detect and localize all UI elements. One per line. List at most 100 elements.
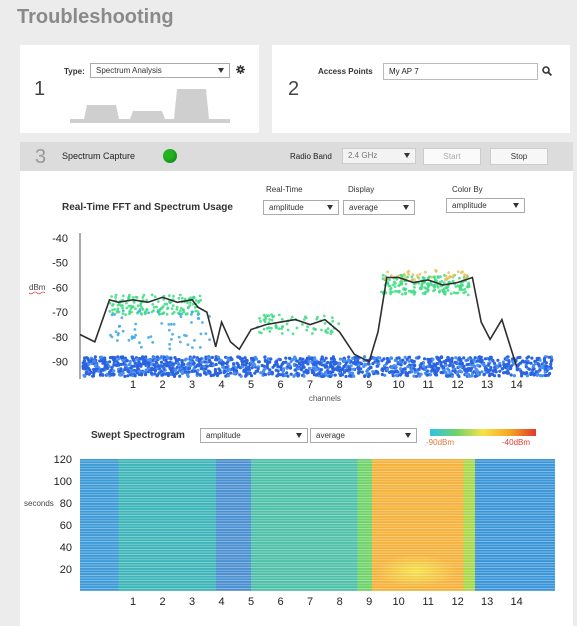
data-point	[363, 362, 367, 366]
data-point	[172, 294, 175, 298]
data-point	[431, 357, 435, 361]
data-point	[150, 371, 154, 375]
data-point	[367, 373, 371, 377]
data-point	[415, 274, 419, 277]
data-point	[447, 271, 451, 275]
data-point	[253, 363, 257, 367]
data-point	[352, 374, 356, 378]
data-point	[525, 356, 529, 360]
data-point	[392, 364, 396, 368]
data-point	[121, 306, 124, 310]
x-tick-label: 4	[219, 596, 225, 608]
data-point	[319, 368, 323, 372]
data-point	[135, 371, 139, 375]
data-point	[147, 363, 151, 367]
data-point	[315, 361, 319, 365]
x-tick-label: 9	[366, 379, 372, 391]
data-point	[464, 290, 467, 294]
data-point	[451, 279, 455, 283]
data-point	[547, 367, 551, 371]
search-icon[interactable]	[542, 66, 552, 76]
data-point	[336, 366, 340, 370]
data-point	[520, 374, 524, 378]
data-point	[258, 317, 261, 320]
data-point	[298, 357, 302, 361]
data-point	[133, 374, 137, 378]
data-point	[353, 355, 357, 359]
data-point	[478, 356, 482, 360]
stop-button[interactable]: Stop	[490, 148, 548, 165]
color-scale-min-label: -90dBm	[426, 438, 455, 447]
data-point	[196, 310, 200, 314]
data-point	[218, 370, 222, 374]
data-point	[307, 366, 312, 370]
data-point	[135, 357, 139, 361]
data-point	[295, 326, 299, 330]
data-point	[191, 302, 195, 306]
data-point	[179, 309, 182, 313]
data-point	[110, 365, 114, 369]
data-point	[258, 330, 261, 334]
data-point	[223, 369, 227, 373]
data-point	[446, 367, 450, 371]
data-point	[307, 359, 311, 363]
data-point	[429, 373, 433, 377]
data-point	[180, 361, 184, 365]
data-point	[190, 310, 194, 314]
data-point	[507, 360, 511, 364]
data-point	[240, 365, 244, 369]
gear-icon[interactable]	[236, 65, 245, 74]
data-point	[394, 373, 399, 377]
data-point	[117, 357, 121, 361]
data-point	[297, 362, 302, 366]
data-point	[543, 359, 547, 363]
data-point	[449, 292, 453, 295]
display-select[interactable]: average	[343, 200, 415, 215]
data-point	[289, 372, 293, 376]
data-point	[326, 327, 330, 331]
realtime-select[interactable]: amplitude	[263, 200, 339, 215]
data-point	[366, 362, 371, 366]
data-point	[192, 362, 196, 366]
data-point	[410, 275, 414, 279]
start-button[interactable]: Start	[423, 148, 481, 165]
data-point	[437, 290, 441, 294]
chevron-down-icon	[296, 433, 302, 438]
data-point	[96, 369, 100, 373]
data-point	[219, 358, 223, 362]
data-point	[87, 362, 91, 366]
colorby-select[interactable]: amplitude	[446, 198, 525, 213]
data-point	[100, 367, 104, 372]
data-point	[337, 362, 341, 366]
data-point	[169, 322, 173, 326]
data-point	[99, 372, 103, 376]
data-point	[198, 294, 202, 298]
data-point	[137, 357, 141, 361]
data-point	[83, 364, 87, 368]
data-point	[286, 362, 290, 366]
data-point	[215, 373, 219, 377]
data-point	[148, 358, 152, 363]
data-point	[143, 373, 148, 377]
access-point-input[interactable]: My AP 7	[383, 63, 538, 80]
data-point	[304, 359, 308, 363]
data-point	[268, 368, 272, 372]
spectrogram-average-select[interactable]: average	[310, 428, 417, 443]
spectrogram-amplitude-select[interactable]: amplitude	[200, 428, 308, 443]
data-point	[152, 305, 156, 309]
data-point	[199, 332, 203, 336]
y-tick-label: 20	[60, 564, 72, 576]
data-point	[270, 326, 273, 330]
x-tick-label: 4	[219, 379, 225, 391]
data-point	[404, 276, 408, 280]
data-point	[337, 322, 341, 326]
data-point	[293, 368, 297, 372]
access-points-label: Access Points	[318, 67, 373, 76]
data-point	[502, 371, 506, 375]
data-point	[171, 362, 175, 366]
type-select[interactable]: Spectrum Analysis	[90, 63, 230, 78]
fft-chart-title: Real-Time FFT and Spectrum Usage	[62, 202, 233, 213]
data-point	[112, 363, 116, 367]
radio-band-select[interactable]: 2.4 GHz	[342, 148, 416, 164]
data-point	[177, 357, 181, 362]
